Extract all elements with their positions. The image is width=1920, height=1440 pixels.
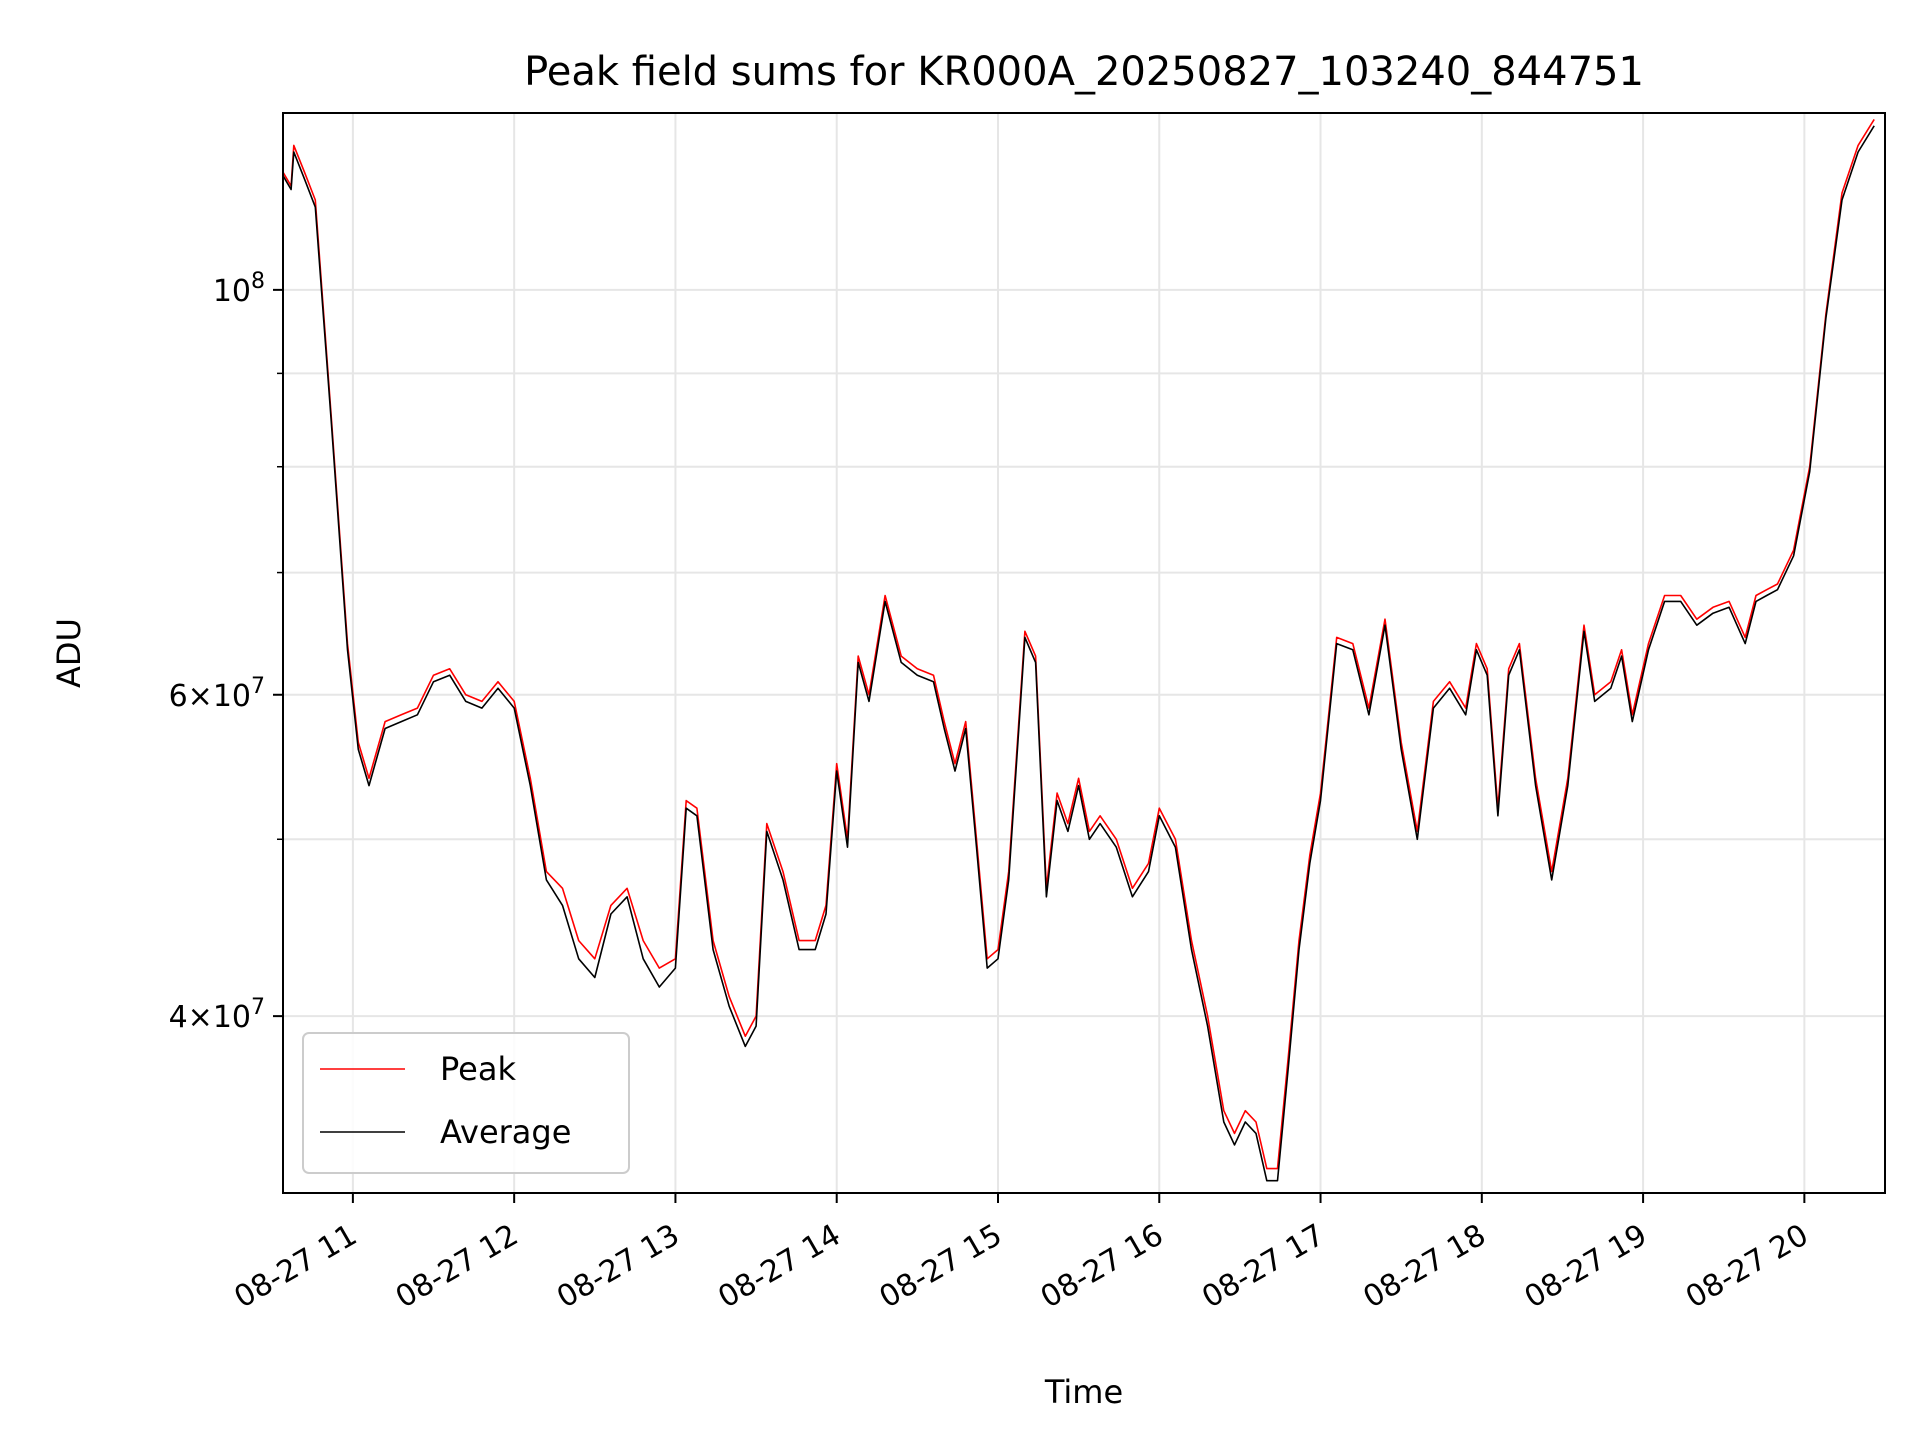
plot-frame	[282, 112, 1886, 1194]
legend-label-average: Average	[440, 1113, 571, 1151]
grid-lines	[283, 113, 1885, 1193]
y-tick-mantissa: 6	[169, 679, 188, 714]
y-tick-times-sign: ×	[188, 1000, 213, 1035]
x-axis-label: Time	[1044, 1373, 1123, 1411]
y-tick-exponent: 7	[251, 995, 265, 1020]
x-tick-label: 08-27 18	[1357, 1218, 1491, 1316]
x-tick-label: 08-27 12	[390, 1218, 524, 1316]
chart-title: Peak field sums for KR000A_20250827_1032…	[524, 49, 1644, 95]
series-line-peak	[282, 118, 1875, 1170]
y-tick-mantissa: 4	[169, 1000, 188, 1035]
x-tick-label: 08-27 13	[551, 1218, 685, 1316]
x-tick-label: 08-27 11	[229, 1218, 363, 1316]
series-line-average	[282, 125, 1875, 1182]
y-tick-label: 4×107	[169, 995, 265, 1035]
x-tick-label: 08-27 16	[1035, 1218, 1169, 1316]
y-tick-label: 6×107	[169, 674, 265, 714]
x-tick-label: 08-27 14	[712, 1218, 846, 1316]
y-tick-base: 10	[213, 274, 251, 309]
y-tick-exponent: 8	[251, 269, 265, 294]
x-tick-label: 08-27 15	[874, 1218, 1008, 1316]
x-tick-label: 08-27 17	[1196, 1218, 1330, 1316]
legend-label-peak: Peak	[440, 1050, 516, 1088]
y-tick-label: 108	[213, 269, 265, 309]
x-tick-label: 08-27 20	[1680, 1218, 1814, 1316]
x-tick-label: 08-27 19	[1519, 1218, 1653, 1316]
y-tick-times-sign: ×	[188, 679, 213, 714]
legend: Peak Average	[302, 1032, 630, 1174]
y-tick-base: 10	[213, 679, 251, 714]
y-tick-exponent: 7	[251, 674, 265, 699]
y-tick-base: 10	[213, 1000, 251, 1035]
x-axis-ticks: 08-27 11 08-27 12 08-27 13 08-27 14 08-27 15…	[229, 1193, 1814, 1316]
legend-box	[302, 1032, 630, 1174]
y-axis-label: ADU	[50, 618, 88, 688]
series-lines	[282, 118, 1875, 1182]
